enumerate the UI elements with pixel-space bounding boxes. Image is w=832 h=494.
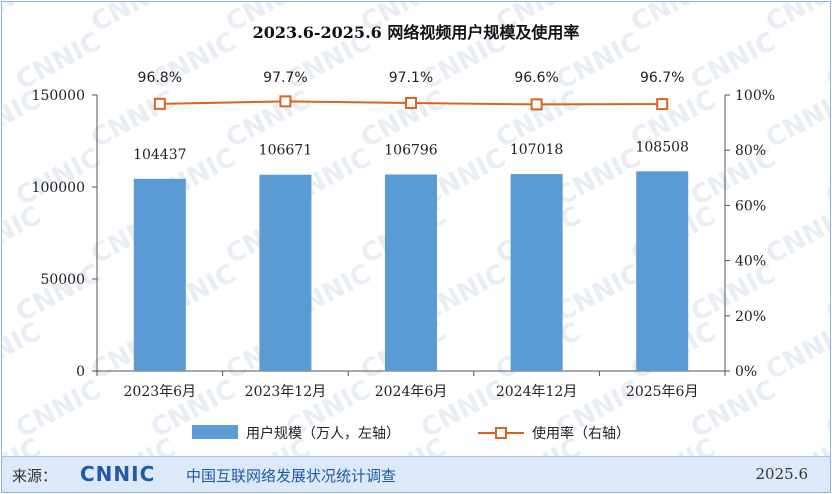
watermark-text: CNNIC <box>11 143 106 212</box>
rate-line: 96.8% 97.7% 97.1% 96.6% 96.7% <box>138 70 684 111</box>
bar <box>259 174 312 371</box>
watermark-text: CNNIC <box>626 2 721 38</box>
rate-marker <box>279 95 292 108</box>
bar-value-label: 106671 <box>259 143 312 159</box>
bar <box>133 178 186 371</box>
right-tick-label: 60% <box>735 198 766 214</box>
chart-title: 2023.6-2025.6 网络视频用户规模及使用率 <box>253 23 580 42</box>
watermark-text: CNNIC <box>761 201 830 270</box>
right-tick-label: 0% <box>735 364 757 380</box>
legend-bar-swatch <box>192 425 238 439</box>
watermark-text: CNNIC <box>2 201 46 270</box>
rate-value-label: 97.1% <box>389 70 433 86</box>
watermark-text: CNNIC <box>86 2 181 38</box>
rate-marker <box>153 97 166 110</box>
legend: 用户规模（万人，左轴） 使用率（右轴） <box>192 425 630 442</box>
x-tick-label: 2024年12月 <box>496 384 577 400</box>
right-tick-label: 100% <box>735 88 775 104</box>
footer: 来源： CNNIC 中国互联网络发展状况统计调查 2025.6 <box>2 456 830 492</box>
right-tick-label: 80% <box>735 143 766 159</box>
rate-value-label: 96.7% <box>640 70 684 86</box>
right-tick-label: 40% <box>735 254 766 270</box>
rate-value-label: 96.6% <box>514 70 558 86</box>
x-tick-label: 2023年6月 <box>124 384 197 400</box>
x-tick-label: 2023年12月 <box>245 384 326 400</box>
chart-svg: CNNIC CNNIC CNNIC CNNIC CNNIC CNNIC CNNICCNNIC… <box>2 2 830 456</box>
rate-marker <box>656 98 669 111</box>
rate-marker <box>405 97 417 110</box>
bar-value-label: 106796 <box>384 142 438 158</box>
bar-value-label: 107018 <box>510 142 563 158</box>
legend-line-label: 使用率（右轴） <box>532 425 630 442</box>
watermark-text: CNNIC <box>551 259 646 328</box>
watermark-text: CNNIC <box>821 259 830 328</box>
watermark-text: CNNIC <box>11 375 106 444</box>
rate-value-label: 96.8% <box>138 70 182 86</box>
watermark-text: CNNIC <box>821 27 830 96</box>
x-tick-label: 2024年6月 <box>375 384 448 400</box>
watermark-text: CNNIC <box>11 27 106 96</box>
rate-value-label: 97.7% <box>263 70 307 86</box>
watermark-text: CNNIC <box>761 433 830 456</box>
bar <box>510 174 563 371</box>
left-tick-label: 100000 <box>32 180 85 196</box>
source-org: 中国互联网络发展状况统计调查 <box>186 467 397 485</box>
watermark-text: CNNIC <box>686 259 781 328</box>
footer-date: 2025.6 <box>755 465 809 483</box>
cnnic-logo: CNNIC <box>80 462 156 486</box>
watermark-text: CNNIC <box>2 2 46 38</box>
watermark-text: CNNIC <box>686 27 781 96</box>
left-tick-label: 50000 <box>40 272 85 288</box>
watermark-text: CNNIC <box>821 375 830 444</box>
rate-marker <box>530 98 543 111</box>
legend-line-marker <box>495 427 507 439</box>
left-tick-label: 150000 <box>32 88 85 104</box>
right-tick-label: 20% <box>735 309 766 325</box>
watermark-text: CNNIC <box>11 259 106 328</box>
source-label: 来源： <box>12 467 58 485</box>
watermark-text: CNNIC <box>551 143 646 212</box>
watermark-text: CNNIC <box>761 2 830 38</box>
watermark-text: CNNIC <box>626 433 721 456</box>
bars: 104437 106671 106796 107018 108508 <box>133 139 689 371</box>
x-tick-label: 2025年6月 <box>626 384 699 400</box>
bar-value-label: 104437 <box>133 147 186 163</box>
watermark-text: CNNIC <box>86 85 181 154</box>
bar-value-label: 108508 <box>635 139 688 155</box>
watermark-text: CNNIC <box>86 433 181 456</box>
watermark-text: CNNIC <box>686 375 781 444</box>
bar <box>385 174 437 371</box>
watermark-text: CNNIC <box>2 317 46 386</box>
axes: 0 50000 100000 150000 0% 20% 40% 60% 80% 100% 2023… <box>32 88 775 400</box>
left-tick-label: 0 <box>76 364 85 380</box>
watermark-text: CNNIC <box>686 143 781 212</box>
watermark-text: CNNIC <box>761 317 830 386</box>
watermark-text: CNNIC <box>821 143 830 212</box>
bar <box>636 171 689 371</box>
legend-bar-label: 用户规模（万人，左轴） <box>246 425 400 442</box>
